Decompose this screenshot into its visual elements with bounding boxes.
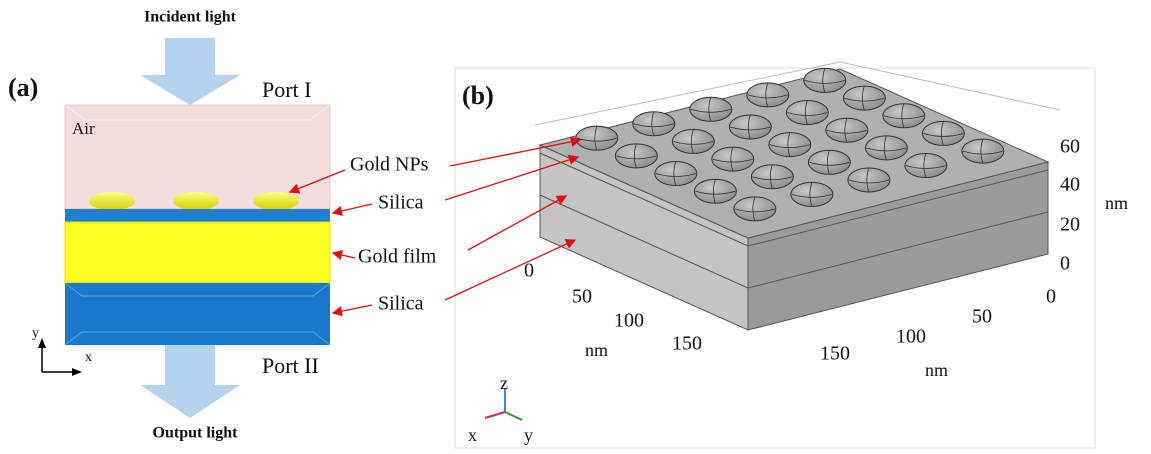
nanoparticle [694, 179, 736, 203]
callout: Silica [378, 293, 424, 315]
callout: Gold NPs [350, 154, 429, 176]
incident-arrow [140, 38, 240, 105]
z-tick-label: 40 [1060, 174, 1080, 196]
panel-b-label: (b) [462, 81, 494, 110]
air-label: Air [72, 119, 95, 138]
nanoparticle [747, 83, 789, 107]
gold-film [65, 222, 330, 283]
y-tick-label: 100 [896, 326, 926, 348]
y-unit: nm [925, 360, 948, 380]
incident-label: Incident light [144, 9, 237, 26]
nanoparticle [655, 162, 697, 186]
nanoparticle [848, 168, 890, 192]
nanoparticle [173, 192, 219, 210]
y-tick-label: 50 [972, 306, 992, 328]
nanoparticle [905, 154, 947, 178]
nanoparticle [253, 192, 299, 210]
x-tick-label: 0 [524, 260, 534, 282]
x-unit: nm [585, 340, 608, 360]
nanoparticle [843, 86, 885, 110]
y-tick-label: 150 [820, 343, 850, 365]
x-tick-label: 150 [672, 333, 702, 355]
axes-a [42, 345, 75, 372]
port-top: Port I [262, 77, 312, 102]
nanoparticle [734, 197, 776, 221]
silica-thin [65, 209, 330, 222]
callout: Silica [378, 192, 424, 214]
y-tick-label: 0 [1046, 286, 1056, 308]
nanoparticle [751, 165, 793, 189]
nanoparticle [883, 104, 925, 128]
nanoparticle [769, 133, 811, 157]
nanoparticle [729, 115, 771, 139]
silica-substrate [65, 283, 330, 345]
nanoparticle [89, 192, 135, 210]
output-label: Output light [153, 425, 239, 442]
z-tick-label: 60 [1060, 136, 1080, 158]
axis-y: y [32, 326, 39, 341]
nanoparticle [808, 150, 850, 174]
port-bottom: Port II [262, 353, 319, 378]
output-arrow [140, 345, 240, 418]
nanoparticle [865, 136, 907, 160]
triad-x-label: x [468, 425, 477, 445]
nanoparticle [804, 68, 846, 92]
x-tick-label: 100 [614, 310, 644, 332]
nanoparticle [712, 147, 754, 171]
nanoparticle [962, 139, 1004, 163]
panel-a-label: (a) [8, 73, 38, 102]
nanoparticle [826, 118, 868, 142]
axis-x: x [85, 350, 92, 365]
nanoparticle [922, 121, 964, 145]
z-tick-label: 20 [1060, 214, 1080, 236]
nanoparticle [576, 126, 618, 150]
triad-z-label: z [500, 373, 508, 393]
z-unit: nm [1105, 193, 1128, 213]
nanoparticle [672, 129, 714, 153]
nanoparticle [791, 182, 833, 206]
triad-y-label: y [524, 425, 533, 445]
z-tick-label: 0 [1060, 253, 1070, 275]
nanoparticle [615, 144, 657, 168]
nanoparticle [633, 112, 675, 136]
nanoparticle [690, 97, 732, 121]
callout: Gold film [358, 246, 437, 268]
nanoparticle [786, 101, 828, 125]
x-tick-label: 50 [572, 286, 592, 308]
figure: Incident light (a) Port I Air Port II Ou… [0, 0, 1151, 454]
